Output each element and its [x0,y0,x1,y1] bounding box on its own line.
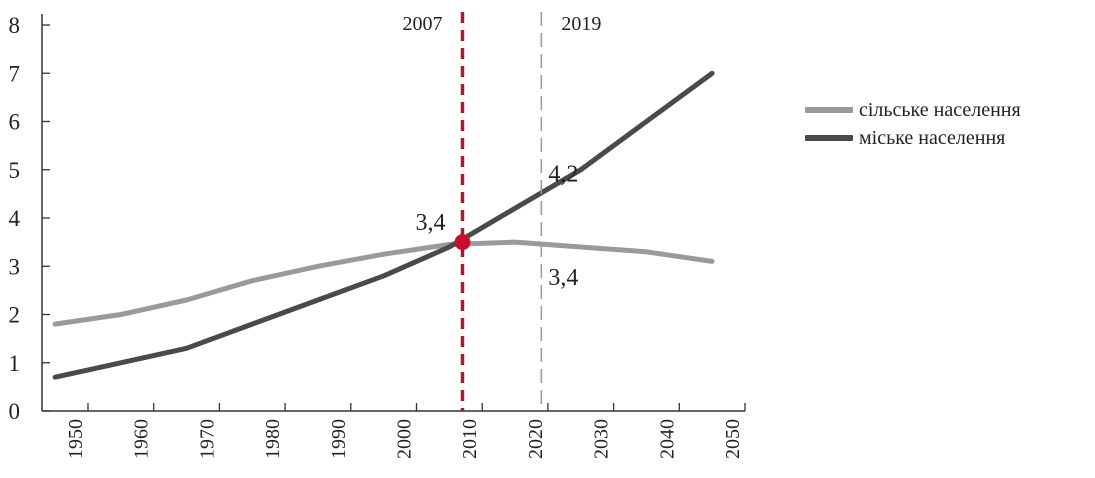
y-tick-label: 0 [9,399,21,424]
x-tick-label: 1970 [196,419,218,459]
data-annotation-label: 3,4 [548,265,578,291]
x-tick-label: 2020 [525,419,547,459]
x-tick-label: 1990 [328,419,350,459]
legend: сільське населення міське населення [805,96,1021,152]
data-annotation-label: 4,2 [548,161,578,187]
series-line-urban [52,70,715,380]
legend-item-rural: сільське населення [805,96,1021,124]
y-tick-label: 4 [9,206,21,231]
intersection-point [454,234,471,251]
y-tick-label: 6 [9,110,21,135]
legend-label-rural: сільське населення [859,98,1021,121]
x-tick-label: 2000 [393,419,415,459]
reference-line-label: 2007 [402,13,442,35]
y-tick-label: 3 [9,254,21,279]
x-tick-label: 1950 [65,419,87,459]
legend-label-urban: міське населення [859,126,1006,149]
y-tick-label: 2 [9,303,21,328]
y-tick-label: 8 [9,13,21,38]
data-annotation-label: 3,4 [415,210,445,236]
legend-swatch-urban [805,135,853,141]
y-tick-label: 5 [9,158,21,183]
reference-line-label: 2019 [561,13,601,35]
x-tick-label: 2040 [656,419,678,459]
series-line-rural [52,239,715,327]
y-tick-label: 1 [9,351,21,376]
legend-swatch-rural [805,107,853,113]
legend-item-urban: міське населення [805,124,1021,152]
x-tick-label: 1980 [262,419,284,459]
x-tick-label: 1960 [131,419,153,459]
x-tick-label: 2050 [722,419,744,459]
x-tick-label: 2030 [591,419,613,459]
x-tick-label: 2010 [459,419,481,459]
y-tick-label: 7 [9,61,21,86]
